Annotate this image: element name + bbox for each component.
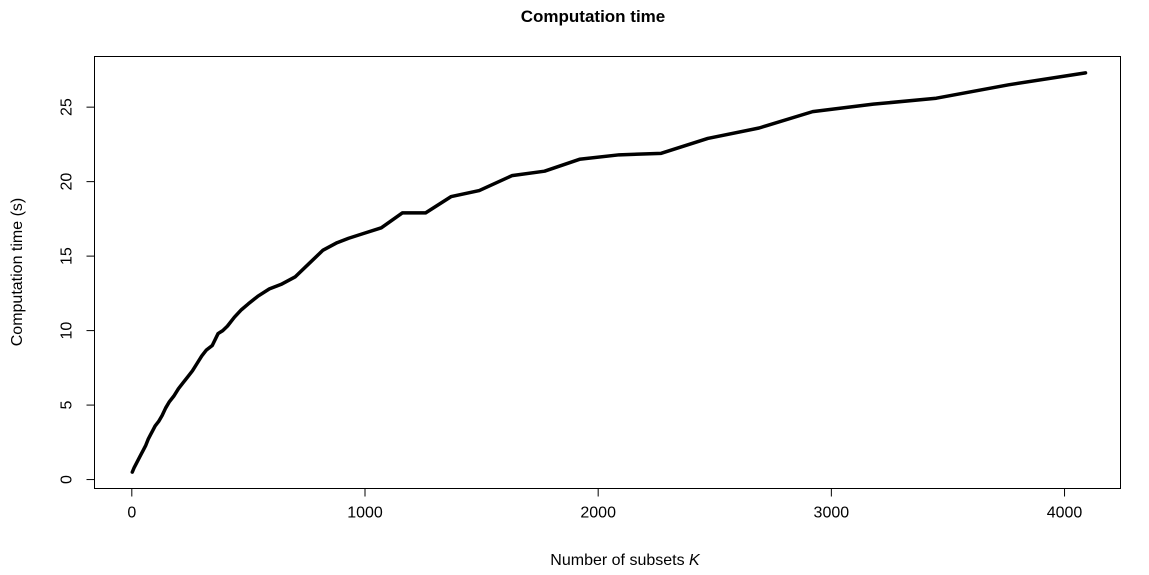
- y-tick-label: 25: [59, 98, 76, 116]
- x-axis: 0 1000 2000 3000 4000: [127, 488, 1083, 522]
- x-tick-label: 4000: [1047, 505, 1083, 522]
- x-axis-label-variable: K: [689, 552, 701, 569]
- chart-title: Computation time: [521, 7, 666, 26]
- y-tick-label: 20: [59, 173, 76, 191]
- y-tick-label: 15: [59, 247, 76, 265]
- y-tick-label: 10: [59, 322, 76, 340]
- x-axis-label: Number of subsets K: [550, 552, 701, 569]
- x-tick-label: 2000: [580, 505, 616, 522]
- y-tick-label: 0: [59, 475, 76, 484]
- x-tick-label: 0: [127, 505, 136, 522]
- x-axis-label-text: Number of subsets: [550, 552, 689, 569]
- x-tick-label: 3000: [814, 505, 850, 522]
- y-axis: 0 5 10 15 20 25: [59, 98, 95, 484]
- plot-frame: [94, 56, 1121, 489]
- y-tick-label: 5: [59, 401, 76, 410]
- computation-time-line: [130, 71, 1088, 474]
- y-axis-label: Computation time (s): [9, 198, 26, 347]
- x-tick-label: 1000: [347, 505, 383, 522]
